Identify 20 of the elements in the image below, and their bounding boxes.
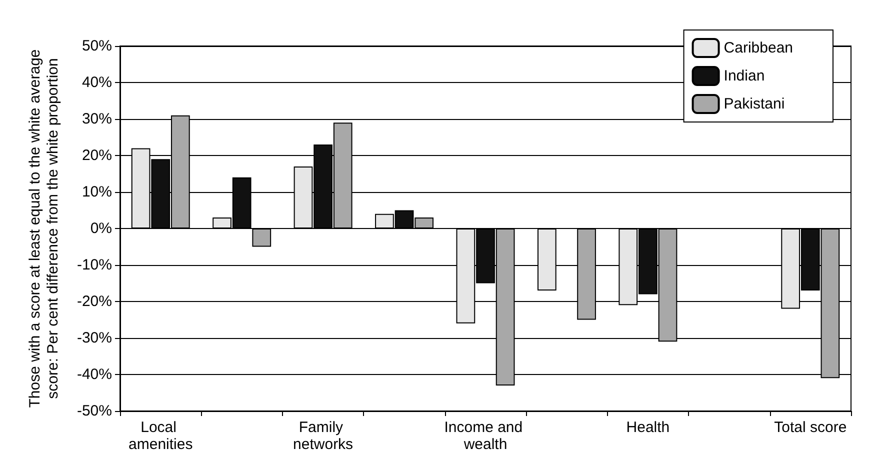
x-tick-label: Income and wealth: [444, 419, 527, 453]
y-tick-label: 40%: [82, 74, 112, 91]
y-tick-label: -30%: [76, 330, 112, 346]
y-tick-label: 20%: [82, 147, 112, 164]
x-tick-label: Health: [626, 419, 670, 436]
y-tick-label: 30%: [82, 110, 112, 128]
legend-label: Pakistani: [724, 96, 785, 112]
x-tick-label: Local amenities: [128, 419, 193, 453]
y-tick-label: -10%: [76, 256, 112, 274]
legend-label: Indian: [724, 68, 765, 84]
y-axis-title: Those with a score at least equal to the white average score: Per cent difference from the white proportion: [26, 49, 62, 408]
x-tick-label: Total score: [774, 419, 847, 436]
y-tick-label: -40%: [76, 366, 112, 383]
y-tick-label: -50%: [76, 402, 112, 420]
x-tick-label: Family networks: [293, 419, 354, 453]
y-tick-label: 10%: [82, 184, 112, 200]
y-tick-label: 0%: [90, 220, 112, 237]
legend-label: Caribbean: [724, 40, 794, 56]
y-tick-label: 50%: [82, 38, 112, 54]
y-tick-label: -20%: [76, 293, 112, 310]
